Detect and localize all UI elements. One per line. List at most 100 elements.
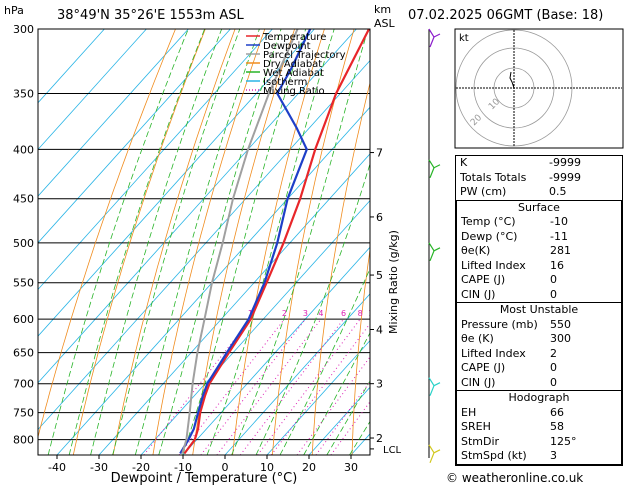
stat-label: SREH: [461, 420, 491, 433]
stat-row: StmSpd (kt) 3: [457, 449, 621, 464]
dry-adiabat-line: [112, 29, 236, 455]
stat-row: Lifted Index 2: [457, 347, 621, 362]
footer-credit: © weatheronline.co.uk: [446, 471, 583, 485]
stat-row: EH 66: [457, 406, 621, 421]
mixing-ratio-label: 20: [411, 309, 421, 318]
stat-row: CAPE (J) 0: [457, 361, 621, 376]
stat-value: 0: [550, 273, 557, 286]
stat-row: K -9999: [456, 156, 622, 171]
isotherm-line: [56, 106, 370, 455]
km-tick-label: 6: [376, 211, 383, 224]
x-tick-label: -20: [132, 461, 150, 474]
stat-row: PW (cm) 0.5: [456, 185, 622, 200]
stat-value: 550: [550, 317, 571, 331]
indices-table: K -9999 Totals Totals -9999 PW (cm) 0.5: [456, 156, 622, 200]
mixing-ratio-line: [200, 318, 306, 455]
stat-label: CIN (J): [461, 375, 496, 389]
surface-table: Surface Temp (°C) -10 Dewp (°C) -11 θe(K) 281…: [456, 199, 622, 303]
wet-adiabat-line: [112, 29, 241, 455]
x-tick-label: -40: [48, 461, 66, 474]
stat-row: Dewp (°C) -11: [457, 230, 621, 245]
x-tick-label: -10: [174, 461, 192, 474]
mixing-ratio-line: [216, 318, 322, 455]
stat-label: K: [460, 156, 468, 169]
stat-value: 0: [550, 375, 557, 389]
hodograph-unit-label: kt: [459, 33, 469, 44]
x-tick-label: 30: [344, 461, 358, 474]
wet-adiabat-line: [206, 29, 335, 455]
pressure-tick-label: 800: [13, 434, 34, 447]
x-tick-label: -30: [90, 461, 108, 474]
km-tick-label: 3: [376, 378, 383, 391]
hpa-label: hPa: [4, 4, 24, 17]
stat-row: Pressure (mb) 550: [457, 318, 621, 333]
wet-adiabat-line: [134, 29, 260, 455]
wet-adiabat-line: [158, 29, 282, 455]
x-tick-label: 20: [302, 461, 316, 474]
stat-value: 0.5: [549, 185, 567, 198]
stat-label: StmSpd (kt): [461, 449, 527, 462]
stat-label: PW (cm): [460, 185, 507, 198]
mixing-ratio-line: [239, 318, 344, 455]
surface-title: Surface: [518, 200, 560, 214]
stat-value: -11: [550, 229, 568, 243]
mixing-ratio-line: [143, 318, 251, 455]
lcl-label: LCL: [383, 445, 402, 456]
most-unstable-title: Most Unstable: [499, 303, 579, 316]
km-tick-label: 4: [376, 323, 383, 336]
pressure-tick-label: 600: [13, 313, 34, 326]
isotherm-line: [38, 29, 315, 337]
dry-adiabat-line: [38, 29, 176, 439]
stat-value: 16: [550, 258, 564, 272]
mixing-ratio-line: [178, 318, 285, 455]
stats-panel: K -9999 Totals Totals -9999 PW (cm) 0.5 Surfa…: [455, 155, 623, 466]
pressure-tick-label: 350: [13, 88, 34, 101]
x-tick-label: 10: [260, 461, 274, 474]
stat-label: CAPE (J): [461, 273, 506, 286]
dry-adiabat-line: [351, 246, 370, 455]
datetime-title: 07.02.2025 06GMT (Base: 18): [408, 8, 603, 23]
stat-label: Totals Totals: [460, 170, 527, 184]
isotherm-line: [38, 29, 147, 151]
stat-row: θe(K) 281: [457, 244, 621, 259]
stat-value: 281: [550, 244, 571, 257]
stat-value: 0: [550, 287, 557, 301]
mixing-ratio-label: 2: [282, 309, 287, 318]
mixing-ratio-line: [315, 380, 370, 455]
chart-series: [179, 29, 370, 455]
stat-label: Lifted Index: [461, 258, 526, 272]
wind-barbs: [428, 28, 441, 464]
stat-label: Dewp (°C): [461, 229, 518, 243]
stat-row: Totals Totals -9999: [456, 171, 622, 186]
wet-adiabat-line: [255, 162, 370, 455]
hodograph-trace: [509, 71, 515, 89]
stat-value: 2: [550, 346, 557, 360]
stat-label: StmDir: [461, 434, 500, 448]
km-tick-label: 7: [376, 147, 383, 160]
wind-barb: [428, 377, 441, 396]
dry-adiabat-line: [232, 29, 325, 455]
isotherm-line: [38, 29, 189, 197]
km-tick-label: 2: [376, 432, 383, 445]
legend-label: Wet Adiabat: [263, 68, 324, 79]
stat-value: 0: [550, 361, 557, 374]
mixing-ratio-line: [330, 400, 370, 455]
mixing-ratio-label: 8: [358, 309, 363, 318]
stat-value: 3: [550, 449, 557, 462]
isotherm-line: [38, 29, 105, 104]
wet-adiabat-line: [326, 380, 370, 455]
hodograph-table-title: Hodograph: [508, 391, 570, 404]
stat-label: CAPE (J): [461, 361, 506, 374]
wind-barb: [428, 242, 441, 262]
mixing-ratio-axis-label: Mixing Ratio (g/kg): [387, 230, 400, 334]
stat-label: θe(K): [461, 244, 491, 257]
legend-label: Parcel Trajectory: [263, 50, 346, 61]
stat-value: -9999: [549, 170, 581, 184]
stat-row: CIN (J) 0: [457, 288, 621, 303]
x-axis-label: Dewpoint / Temperature (°C): [111, 471, 298, 486]
mixing-ratio-label: 4: [318, 309, 323, 318]
wet-adiabat-line: [90, 29, 223, 455]
